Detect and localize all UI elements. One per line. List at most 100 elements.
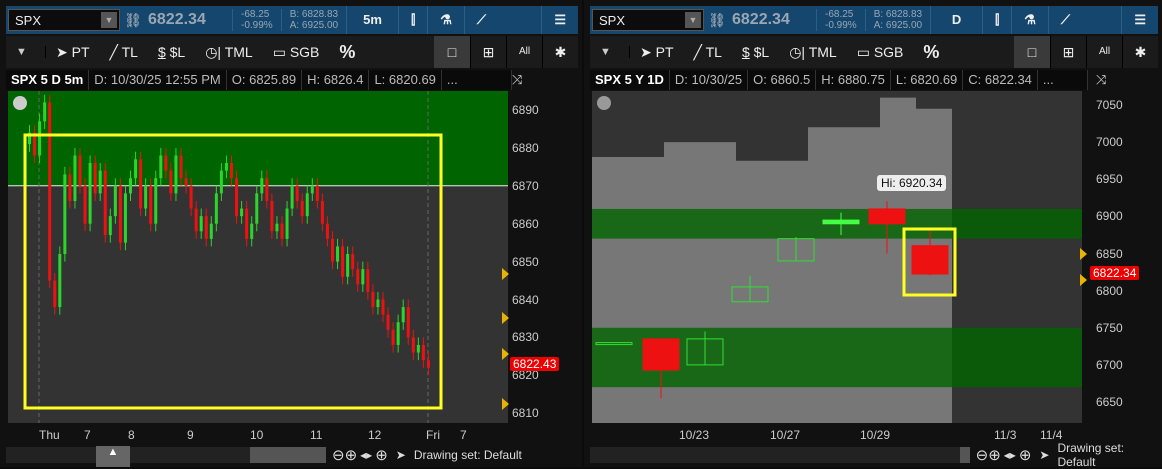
candle [642, 338, 680, 371]
candle [351, 254, 355, 270]
bid: B: 6828.83 [289, 9, 339, 20]
candle [325, 223, 329, 239]
zoom-out-icon[interactable]: ⊖ [975, 447, 989, 464]
pointer-tool[interactable]: ➤ PT [56, 43, 90, 60]
price-level-label: $L [753, 44, 770, 60]
sgb-label: SGB [873, 43, 904, 60]
square-gann-box-tool[interactable]: ▭ SGB [272, 43, 320, 60]
zoom-in-icon[interactable]: ⊕ [344, 447, 358, 464]
settings-gear-icon[interactable]: ✱ [542, 36, 578, 68]
chevron-down-icon[interactable]: ▼ [685, 12, 701, 28]
studies-flask-icon[interactable]: ⚗ [1011, 6, 1048, 34]
grid-layout-button[interactable]: ⊞ [1050, 36, 1086, 68]
drawings-icon[interactable]: ⟋ [1047, 6, 1082, 34]
last-price: 6822.34 [732, 11, 790, 28]
percent-tool[interactable]: % [339, 41, 356, 62]
zoom-in-icon[interactable]: ⊕ [988, 447, 1001, 464]
price-chart[interactable] [592, 91, 1082, 423]
drawings-icon[interactable]: ⟋ [463, 6, 498, 34]
info-more[interactable]: ... [442, 70, 512, 90]
single-layout-button[interactable]: □ [1014, 36, 1050, 68]
pointer-tool[interactable]: ➤ PT [640, 43, 674, 60]
price-tick: 6840 [512, 292, 539, 307]
time-line-tool[interactable]: ◷| TML [205, 43, 253, 60]
candle [336, 246, 340, 262]
price-chart[interactable] [8, 91, 508, 423]
chevron-down-icon[interactable]: ▼ [101, 12, 117, 28]
alert-marker[interactable] [1080, 274, 1087, 286]
horizontal-scrollbar[interactable] [590, 447, 970, 463]
price-level-tool[interactable]: $ $L [741, 44, 770, 60]
cursor-icon[interactable]: ➤ [395, 448, 406, 462]
bid-ask-block: B: 6828.83 A: 6925.00 [864, 9, 930, 31]
candle [214, 193, 218, 224]
candle [98, 170, 102, 194]
horizontal-scrollbar[interactable] [6, 447, 326, 463]
candle [391, 329, 395, 345]
crosshair-icon[interactable]: ⊕ [375, 447, 388, 464]
link-icon[interactable]: ⛓ [124, 11, 142, 28]
link-icon[interactable]: ⛓ [708, 11, 726, 28]
collapse-panel-button[interactable]: ▲ [96, 446, 130, 467]
candle [255, 193, 259, 224]
pin-icon[interactable]: ▼ [6, 46, 46, 58]
info-more[interactable]: ... [1038, 70, 1088, 90]
alert-marker[interactable] [502, 312, 509, 324]
bid: B: 6828.83 [873, 9, 923, 20]
candle [68, 174, 72, 201]
candle [280, 223, 284, 239]
cursor-icon[interactable]: ➤ [1039, 448, 1050, 462]
candle [219, 170, 223, 194]
price-level-tool[interactable]: $ $L [157, 44, 186, 60]
candle [199, 216, 203, 232]
price-tick: 6860 [512, 216, 539, 231]
price-tick: 6820 [512, 368, 539, 383]
timeframe-button[interactable]: 5m [346, 6, 398, 34]
candle [78, 155, 82, 186]
crosshair-toggle-icon[interactable]: ⤨ [1096, 72, 1107, 87]
last-price: 6822.34 [148, 11, 206, 28]
change-percent: -0.99% [241, 20, 273, 31]
crosshair-icon[interactable]: ⊕ [1018, 447, 1032, 464]
time-line-label: TML [808, 43, 837, 60]
drawing-set-selector[interactable]: Drawing set: Default [413, 448, 522, 462]
all-button[interactable]: All [506, 36, 542, 68]
candlestick-style-icon[interactable]: ⫿ [982, 6, 1011, 34]
time-line-tool[interactable]: ◷| TML [789, 43, 837, 60]
alert-marker[interactable] [1080, 248, 1087, 260]
alert-marker[interactable] [502, 268, 509, 280]
pin-icon[interactable]: ▼ [590, 46, 630, 58]
single-layout-button[interactable]: □ [434, 36, 470, 68]
alert-marker[interactable] [502, 348, 509, 360]
menu-list-icon[interactable]: ☰ [541, 6, 578, 34]
candle [376, 299, 380, 308]
symbol-selector[interactable]: SPX ▼ [592, 9, 704, 31]
pan-icon[interactable]: ◂▸ [360, 448, 373, 462]
symbol-selector[interactable]: SPX ▼ [8, 9, 120, 31]
time-tick: Fri [426, 428, 440, 442]
timeframe-button[interactable]: D [930, 6, 982, 34]
square-gann-box-tool[interactable]: ▭ SGB [856, 43, 904, 60]
candle [366, 269, 370, 292]
trendline-tool[interactable]: ╱ TL [693, 43, 722, 60]
candle [240, 208, 244, 217]
crosshair-toggle-icon[interactable]: ⤨ [512, 72, 523, 87]
pan-icon[interactable]: ◂▸ [1003, 448, 1016, 462]
alert-marker[interactable] [502, 398, 509, 410]
drawing-set-selector[interactable]: Drawing set: Default [1057, 441, 1125, 469]
menu-list-icon[interactable]: ☰ [1121, 6, 1158, 34]
info-open: O: 6860.5 [748, 70, 817, 90]
chart-header: SPX ▼ ⛓ 6822.34 -68.25 -0.99% B: 6828.83 A:… [6, 6, 578, 34]
candle [396, 322, 400, 345]
settings-gear-icon[interactable]: ✱ [1122, 36, 1158, 68]
trendline-tool[interactable]: ╱ TL [109, 43, 138, 60]
all-button[interactable]: All [1086, 36, 1122, 68]
studies-flask-icon[interactable]: ⚗ [427, 6, 464, 34]
trendline-label: TL [705, 43, 722, 60]
percent-tool[interactable]: % [923, 41, 940, 62]
candlestick-style-icon[interactable]: ⫿ [398, 6, 427, 34]
candle [103, 170, 107, 236]
zoom-out-icon[interactable]: ⊖ [332, 447, 345, 464]
info-high: H: 6880.75 [816, 70, 891, 90]
grid-layout-button[interactable]: ⊞ [470, 36, 506, 68]
